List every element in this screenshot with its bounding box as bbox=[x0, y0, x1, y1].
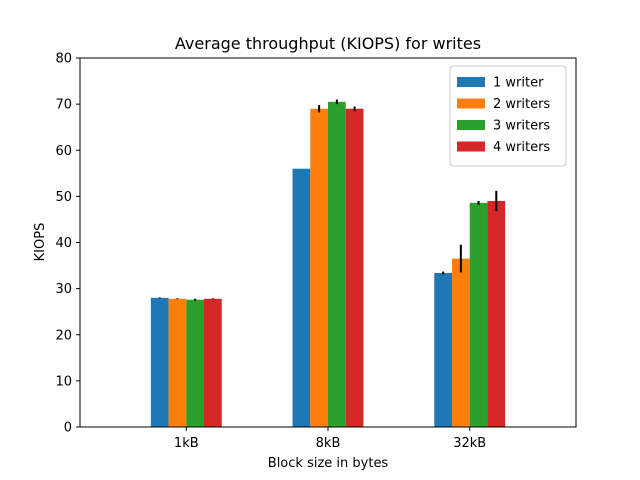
y-tick-label: 60 bbox=[55, 144, 72, 159]
legend: 1 writer 2 writers 3 writers 4 writers bbox=[449, 65, 567, 167]
bar bbox=[186, 299, 204, 427]
bar bbox=[204, 298, 222, 427]
y-tick-label: 80 bbox=[55, 52, 72, 67]
bar bbox=[469, 202, 488, 427]
y-tick-label: 10 bbox=[55, 374, 72, 389]
bars-group bbox=[150, 101, 506, 428]
x-tick-label: 8kB bbox=[316, 436, 341, 451]
bar bbox=[150, 297, 169, 427]
bar bbox=[345, 108, 364, 428]
bar bbox=[328, 101, 346, 427]
bar bbox=[292, 168, 311, 427]
legend-entry: 1 writer bbox=[493, 76, 544, 91]
x-axis: 1kB 8kB 32kB bbox=[174, 427, 486, 451]
x-tick-label: 1kB bbox=[174, 436, 199, 451]
bar bbox=[487, 200, 506, 427]
legend-entry: 4 writers bbox=[493, 140, 550, 155]
legend-swatch bbox=[457, 77, 485, 87]
bar bbox=[310, 108, 328, 428]
legend-swatch bbox=[457, 141, 485, 152]
y-tick-label: 20 bbox=[55, 328, 72, 343]
legend-box bbox=[449, 65, 567, 167]
y-tick-label: 40 bbox=[55, 236, 72, 251]
y-tick-label: 70 bbox=[55, 98, 72, 113]
y-tick-label: 0 bbox=[64, 421, 72, 436]
legend-entry: 2 writers bbox=[493, 97, 550, 112]
bar bbox=[452, 258, 470, 427]
bar bbox=[168, 298, 187, 427]
chart-title: Average throughput (KIOPS) for writes bbox=[175, 34, 481, 53]
legend-entry: 3 writers bbox=[493, 119, 550, 134]
error-bars-group bbox=[158, 99, 498, 301]
y-tick-label: 30 bbox=[55, 282, 72, 297]
y-tick-label: 50 bbox=[55, 190, 72, 205]
x-axis-label: Block size in bytes bbox=[268, 456, 389, 471]
legend-swatch bbox=[457, 98, 485, 109]
y-axis-label: KIOPS bbox=[33, 223, 48, 262]
y-axis: 0 10 20 30 40 50 60 70 80 bbox=[55, 52, 80, 436]
bar bbox=[434, 272, 452, 427]
legend-swatch bbox=[457, 120, 485, 130]
x-tick-label: 32kB bbox=[453, 436, 486, 451]
